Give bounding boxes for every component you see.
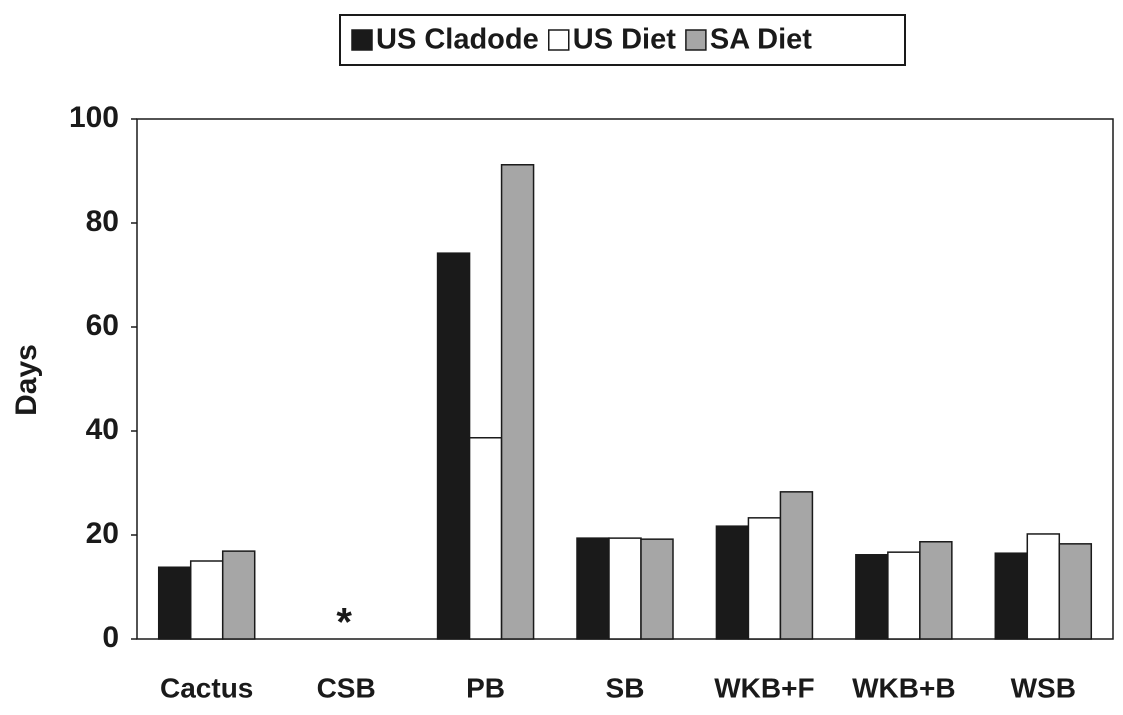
bar — [608, 537, 642, 640]
bar — [436, 252, 471, 640]
legend-box — [339, 14, 906, 66]
legend-swatch — [685, 29, 707, 51]
y-tick-label: 80 — [86, 205, 119, 238]
bar — [994, 552, 1029, 640]
annotation: * — [336, 601, 352, 645]
bar — [576, 537, 610, 640]
bar — [157, 566, 192, 640]
y-tick-label: 60 — [86, 309, 119, 342]
x-tick-label: WKB+B — [852, 672, 955, 703]
y-tick-label: 0 — [102, 621, 119, 654]
bar — [500, 164, 535, 640]
y-tick-label: 40 — [86, 413, 119, 446]
x-tick-label: PB — [466, 672, 505, 703]
x-tick-label: Cactus — [160, 672, 253, 703]
legend-label: US Cladode — [376, 24, 539, 56]
bar — [919, 541, 953, 640]
bar — [1058, 543, 1093, 640]
legend-swatch — [548, 29, 570, 51]
x-tick-label: CSB — [317, 672, 376, 703]
bar — [715, 525, 750, 640]
bar — [189, 560, 224, 640]
legend-label: SA Diet — [710, 24, 812, 56]
y-tick-label: 100 — [69, 101, 119, 134]
y-tick-label: 20 — [86, 517, 119, 550]
legend-swatch — [351, 29, 373, 51]
bar — [468, 437, 503, 640]
legend-label: US Diet — [573, 24, 676, 56]
bar — [1026, 533, 1061, 640]
bar — [747, 517, 782, 640]
bar — [855, 554, 889, 640]
x-tick-label: WKB+F — [714, 672, 814, 703]
bar — [640, 538, 674, 640]
bar — [887, 551, 921, 640]
bar — [779, 491, 814, 640]
bar — [221, 550, 256, 640]
x-tick-label: WSB — [1011, 672, 1076, 703]
x-tick-label: SB — [606, 672, 645, 703]
y-axis-label: Days — [10, 344, 43, 416]
